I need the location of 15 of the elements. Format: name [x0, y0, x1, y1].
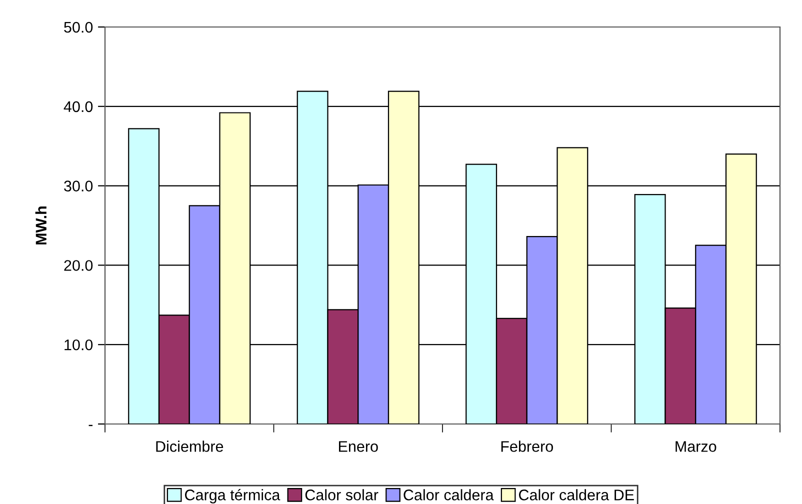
y-tick-label: 30.0 [64, 180, 93, 192]
y-tick-label: 20.0 [64, 260, 93, 271]
legend-label: Calor caldera [404, 489, 494, 500]
y-tick-label: 50.0 [64, 22, 93, 33]
y-axis-title: MW.h [35, 206, 46, 244]
y-tick-label: 40.0 [64, 101, 93, 112]
x-tick-label: Marzo [676, 441, 716, 452]
legend-label: Calor caldera DE [519, 489, 634, 500]
x-tick-label: Enero [338, 441, 378, 452]
legend-label: Calor solar [305, 489, 378, 500]
x-tick-label: Diciembre [156, 440, 224, 452]
y-tick-label: 10.0 [64, 339, 93, 350]
legend-label: Carga térmica [185, 488, 280, 504]
x-tick-label: Febrero [501, 440, 553, 452]
y-tick-label: - [88, 424, 93, 426]
